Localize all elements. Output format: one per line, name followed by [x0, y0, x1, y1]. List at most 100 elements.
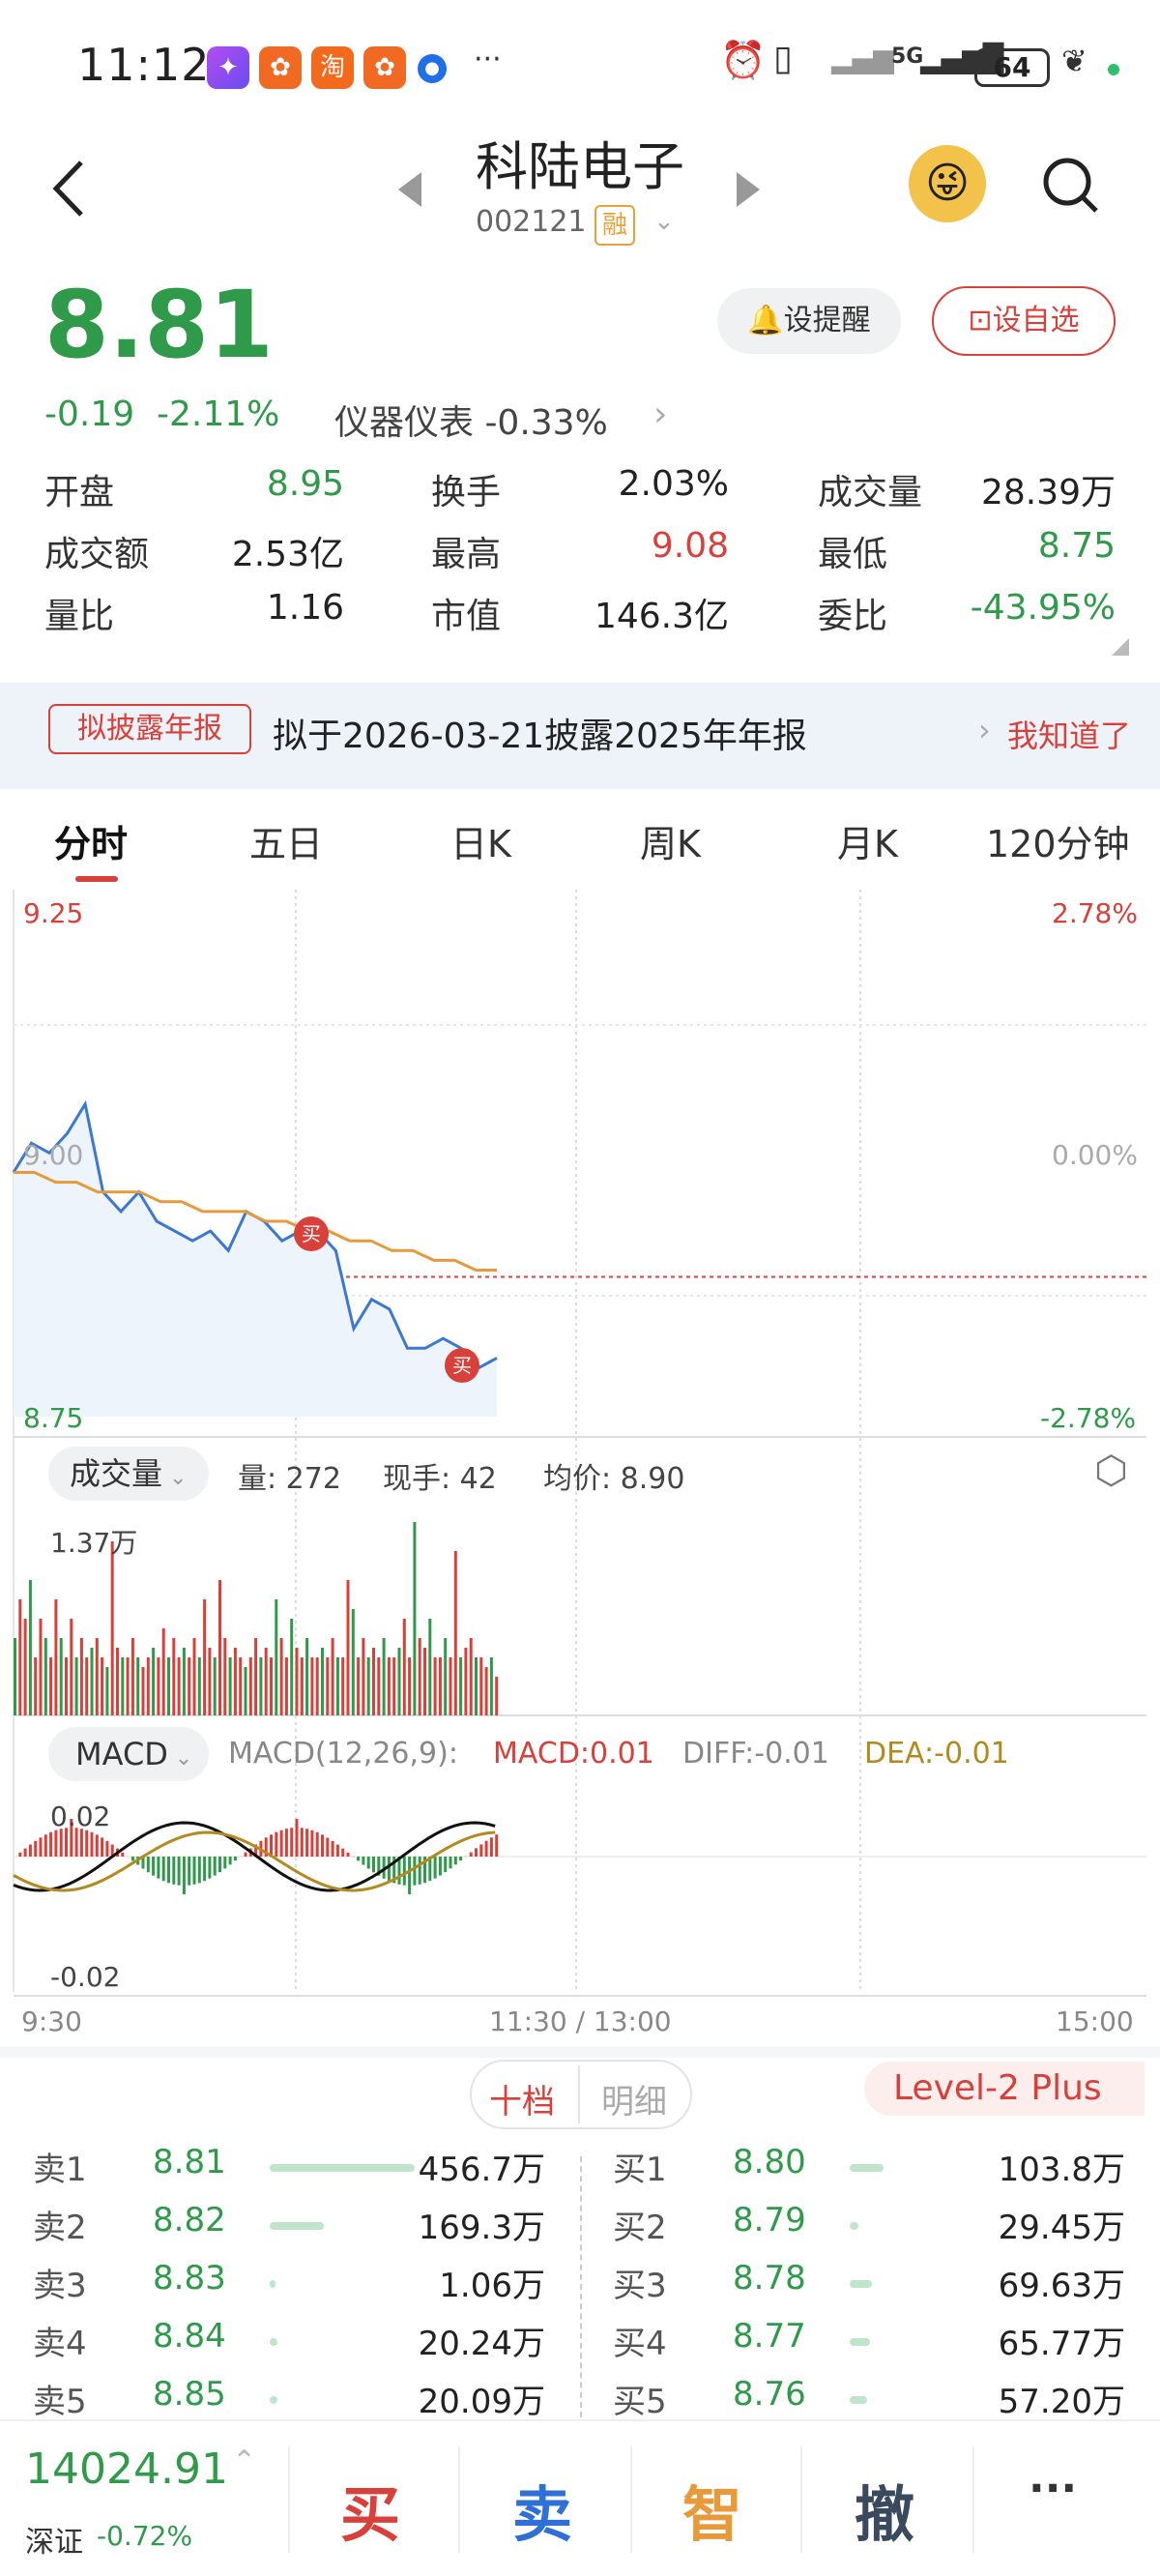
- tab-details[interactable]: 明细: [601, 2083, 667, 2122]
- orderbook-sell-bar: [270, 2280, 276, 2288]
- sell-button[interactable]: 卖: [512, 2479, 573, 2550]
- tab-3[interactable]: 周K: [640, 823, 701, 865]
- macd-indicator-select[interactable]: MACD ⌄: [48, 1727, 209, 1781]
- stock-name: 科陆电子: [476, 136, 684, 197]
- volume-bar: [290, 1619, 294, 1715]
- smart-order-button[interactable]: 智: [682, 2479, 743, 2550]
- macd-bar: [433, 1857, 437, 1879]
- macd-bar: [228, 1857, 232, 1865]
- orderbook-sell-bar: [270, 2164, 415, 2172]
- index-value[interactable]: 14024.91: [25, 2444, 228, 2494]
- level2-plus-badge[interactable]: Level-2 Plus: [864, 2062, 1145, 2116]
- volume-bar: [300, 1657, 304, 1715]
- status-dot-icon: [1108, 64, 1119, 75]
- tab-4[interactable]: 月K: [837, 823, 898, 865]
- orderbook-buy-price: 8.80: [733, 2143, 806, 2181]
- macd-bar: [270, 1834, 273, 1857]
- app-orange-icon: ✿: [259, 46, 302, 89]
- macd-bar: [326, 1837, 330, 1857]
- volume-bar: [284, 1657, 288, 1715]
- volume-bar: [362, 1638, 365, 1715]
- volume-bar: [397, 1648, 401, 1715]
- search-icon[interactable]: [1040, 155, 1102, 220]
- macd-bar: [49, 1831, 53, 1857]
- volume-bar: [157, 1657, 160, 1715]
- volume-indicator-select[interactable]: 成交量 ⌄: [48, 1447, 209, 1501]
- volume-bar: [449, 1657, 452, 1715]
- orderbook-buy-volume: 65.77万: [998, 2325, 1125, 2363]
- orderbook-sell-price: 8.85: [153, 2375, 226, 2414]
- intraday-chart[interactable]: [0, 890, 1160, 2050]
- volume-bar: [372, 1648, 375, 1715]
- orderbook-sell-label: 卖4: [33, 2325, 87, 2363]
- macd-bar: [105, 1840, 109, 1857]
- volume-bar: [341, 1657, 345, 1715]
- vibrate-icon: ▯: [773, 39, 793, 78]
- volume-bar: [459, 1657, 463, 1715]
- next-stock-button[interactable]: [737, 172, 760, 207]
- volume-bar: [223, 1638, 227, 1715]
- orderbook-buy-price: 8.77: [733, 2317, 806, 2356]
- orderbook-buy-price: 8.76: [733, 2375, 806, 2414]
- macd-bar: [305, 1829, 309, 1857]
- tab-2[interactable]: 日K: [450, 823, 511, 865]
- macd-bar: [95, 1834, 99, 1857]
- macd-bar: [74, 1828, 78, 1857]
- macd-bar: [413, 1857, 417, 1886]
- index-name: 深证: [25, 2526, 83, 2560]
- macd-bar: [213, 1857, 217, 1876]
- macd-bar: [392, 1857, 396, 1884]
- macd-bar: [310, 1830, 314, 1857]
- buy-signal-marker[interactable]: 买: [445, 1348, 479, 1383]
- tab-5[interactable]: 120分钟: [986, 823, 1130, 865]
- orderbook-buy-bar: [850, 2280, 872, 2288]
- macd-bar: [321, 1834, 324, 1857]
- volume-bar: [418, 1638, 421, 1715]
- macd-bar: [341, 1848, 345, 1857]
- tab-ten-levels[interactable]: 十档: [489, 2083, 555, 2122]
- sector-link[interactable]: 仪器仪表 -0.33%: [334, 403, 608, 443]
- volume-bar: [484, 1667, 488, 1715]
- macd-bar: [44, 1834, 47, 1857]
- stat-label: 换手: [431, 473, 502, 512]
- settings-hexagon-icon[interactable]: ⬡: [1094, 1449, 1128, 1493]
- cancel-order-button[interactable]: 撤: [855, 2479, 915, 2550]
- macd-bar: [223, 1857, 227, 1869]
- add-watchlist-button[interactable]: ⊡设自选: [932, 286, 1116, 356]
- buy-signal-marker[interactable]: 买: [294, 1216, 329, 1251]
- volume-bar: [321, 1648, 324, 1715]
- battery-icon: 64: [974, 48, 1050, 87]
- orderbook-sell-price: 8.82: [153, 2201, 226, 2239]
- network-label: 5G: [891, 44, 924, 69]
- volume-bar: [18, 1599, 22, 1715]
- back-button[interactable]: [44, 155, 93, 222]
- tab-1[interactable]: 五日: [249, 823, 324, 865]
- orderbook-buy-bar: [850, 2396, 867, 2404]
- macd-bar: [315, 1831, 319, 1857]
- more-button[interactable]: ···: [1029, 2464, 1078, 2513]
- dea-line: [13, 1830, 496, 1892]
- macd-bar: [141, 1857, 145, 1869]
- chevron-up-icon[interactable]: ⌃: [232, 2444, 257, 2478]
- volume-bar: [392, 1657, 396, 1715]
- volume-bar: [218, 1580, 221, 1715]
- pct-axis-mid: 0.00%: [1052, 1139, 1138, 1171]
- expand-corner-icon[interactable]: [1112, 638, 1129, 656]
- tab-0[interactable]: 分时: [54, 823, 129, 865]
- chevron-down-icon[interactable]: ⌄: [653, 207, 675, 236]
- volume-bar: [49, 1657, 53, 1715]
- notice-bar: [0, 683, 1160, 789]
- mascot-icon[interactable]: 😜: [909, 145, 986, 222]
- macd-bar: [65, 1828, 68, 1857]
- stat-value: 9.08: [651, 526, 729, 566]
- stat-label: 最高: [431, 535, 502, 574]
- stat-label: 开盘: [44, 473, 115, 512]
- volume-bar: [310, 1657, 314, 1715]
- macd-bar: [152, 1857, 156, 1876]
- macd-bar: [335, 1844, 339, 1857]
- macd-bar: [290, 1828, 294, 1857]
- buy-button[interactable]: 买: [340, 2479, 401, 2550]
- set-reminder-button[interactable]: 🔔设提醒: [717, 288, 901, 354]
- dismiss-notice-button[interactable]: 我知道了: [1007, 717, 1132, 754]
- prev-stock-button[interactable]: [398, 172, 421, 207]
